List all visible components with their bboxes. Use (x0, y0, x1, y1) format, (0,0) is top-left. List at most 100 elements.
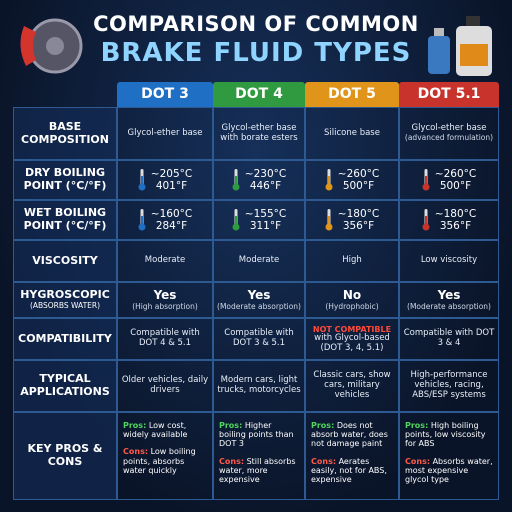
cell-sub: (Moderate absorption) (407, 301, 491, 311)
row-label: VISCOSITY (13, 240, 117, 282)
temperature: ~260°C 500°F (338, 168, 379, 192)
row-label: COMPATIBILITY (13, 318, 117, 360)
title-line-1: COMPARISON OF COMMON (93, 12, 419, 36)
column-header: DOT 4 (213, 82, 305, 107)
row-label-text: VISCOSITY (32, 253, 98, 267)
cell-main: Glycol-ether base (411, 123, 487, 134)
row-sublabel: (ABSORBS WATER) (29, 301, 101, 310)
thermometer-icon (422, 169, 430, 191)
thermometer-icon (325, 169, 333, 191)
pros-label: Pros: (311, 421, 335, 430)
temperature: ~180°C 356°F (435, 208, 476, 232)
fahrenheit: 311°F (249, 220, 282, 232)
pros: Pros: Low cost, widely available (123, 421, 207, 439)
cons-text: Still absorbs water, more expensive (219, 456, 296, 484)
cell-big: No (342, 287, 362, 302)
table-cell: Moderate (213, 240, 305, 282)
table-cell: ~180°C 356°F (399, 200, 499, 240)
cell-main: High-performance vehicles, racing, ABS/E… (410, 370, 488, 400)
table-cell: Low viscosity (399, 240, 499, 282)
table-cell: Yes (High absorption) (117, 282, 213, 318)
table-cell: ~230°C 446°F (213, 160, 305, 200)
table-cell: Glycol-ether base (advanced formulation) (399, 107, 499, 160)
fahrenheit: 356°F (342, 220, 375, 232)
pros-text: Does not absorb water, does not damage p… (311, 421, 388, 449)
cons-label: Cons: (219, 456, 245, 466)
cell-big: Yes (247, 287, 271, 302)
table-cell: Yes (Moderate absorption) (213, 282, 305, 318)
cell-main: Moderate (238, 255, 280, 266)
cons-label: Cons: (311, 456, 337, 466)
cell-main: High (342, 255, 362, 266)
fahrenheit: 284°F (155, 220, 188, 232)
cons: Cons: Absorbs water, most expensive glyc… (405, 457, 493, 485)
table-cell: Compatible with DOT 3 & 4 (399, 318, 499, 360)
thermometer-icon (422, 209, 430, 231)
row-label: BASE COMPOSITION (13, 107, 117, 160)
celsius: ~180°C (337, 207, 380, 220)
column-header: DOT 5 (305, 82, 399, 107)
table-cell: NOT COMPATIBLE with Glycol-based (DOT 3, … (305, 318, 399, 360)
brake-icon (20, 18, 83, 74)
cell-main: Silicone base (324, 127, 380, 138)
celsius: ~180°C (434, 207, 477, 220)
cons-text: Aerates easily, not for ABS, expensive (311, 456, 387, 484)
cons-label: Cons: (405, 456, 431, 466)
row-label: DRY BOILING POINT (°C/°F) (13, 160, 117, 200)
temperature: ~160°C 284°F (151, 208, 192, 232)
pros-text: Higher boiling points than DOT 3 (219, 421, 294, 449)
table-cell: High (305, 240, 399, 282)
cell-main: Classic cars, show cars, military vehicl… (313, 370, 391, 400)
table-cell: Pros: Higher boiling points than DOT 3 Co… (213, 412, 305, 500)
table-cell: Compatible with DOT 4 & 5.1 (117, 318, 213, 360)
cons-text: Absorbs water, most expensive glycol typ… (405, 456, 493, 484)
table-cell: Modern cars, light trucks, motorcycles (213, 360, 305, 412)
cell-sub: (Hydrophobic) (325, 301, 379, 311)
cell-main: with Glycol-based (DOT 3, 4, 5.1) (314, 332, 390, 353)
cell-sub: (High absorption) (132, 301, 198, 311)
temperature: ~260°C 500°F (435, 168, 476, 192)
fahrenheit: 500°F (439, 180, 472, 192)
cell-sub: (advanced formulation) (404, 133, 494, 143)
pros-text: Low cost, widely available (123, 421, 188, 440)
table-cell: ~155°C 311°F (213, 200, 305, 240)
table-cell: High-performance vehicles, racing, ABS/E… (399, 360, 499, 412)
temperature: ~155°C 311°F (245, 208, 286, 232)
bottle-icon (428, 16, 492, 76)
celsius: ~260°C (434, 167, 477, 180)
table-cell: Pros: Low cost, widely available Cons: Lo… (117, 412, 213, 500)
thermometer-icon (232, 209, 240, 231)
fahrenheit: 356°F (439, 220, 472, 232)
row-label-text: BASE COMPOSITION (21, 119, 109, 146)
table-cell: No (Hydrophobic) (305, 282, 399, 318)
row-label-text: COMPATIBILITY (18, 331, 112, 345)
row-label: WET BOILING POINT (°C/°F) (13, 200, 117, 240)
table-cell: Compatible with DOT 3 & 5.1 (213, 318, 305, 360)
pros-text: High boiling points, low viscosity for A… (405, 421, 486, 449)
cell-main: Compatible with DOT 3 & 4 (403, 328, 495, 348)
temperature: ~180°C 356°F (338, 208, 379, 232)
table-cell: ~260°C 500°F (399, 160, 499, 200)
celsius: ~160°C (150, 207, 193, 220)
cons-text: Low boiling points, absorbs water quickl… (123, 447, 196, 475)
thermometer-icon (138, 209, 146, 231)
table-cell: ~180°C 356°F (305, 200, 399, 240)
fahrenheit: 446°F (249, 180, 282, 192)
cons: Cons: Still absorbs water, more expensiv… (219, 457, 299, 485)
cell-main: Glycol-ether base with borate esters (220, 122, 298, 143)
row-label: KEY PROS & CONS (13, 412, 117, 500)
temperature: ~205°C 401°F (151, 168, 192, 192)
cons-label: Cons: (123, 447, 149, 457)
cell-main: Modern cars, light trucks, motorcycles (217, 375, 301, 395)
row-label-text: DRY BOILING POINT (°C/°F) (23, 166, 107, 192)
column-header: DOT 5.1 (399, 82, 499, 107)
table-cell: Moderate (117, 240, 213, 282)
thermometer-icon (138, 169, 146, 191)
table-cell: Pros: Does not absorb water, does not da… (305, 412, 399, 500)
table-cell: Older vehicles, daily drivers (117, 360, 213, 412)
pros-label: Pros: (123, 421, 147, 430)
table-cell: Yes (Moderate absorption) (399, 282, 499, 318)
cell-main: Low viscosity (420, 255, 478, 266)
row-label-text: HYGROSCOPIC (20, 288, 110, 302)
fahrenheit: 401°F (155, 180, 188, 192)
